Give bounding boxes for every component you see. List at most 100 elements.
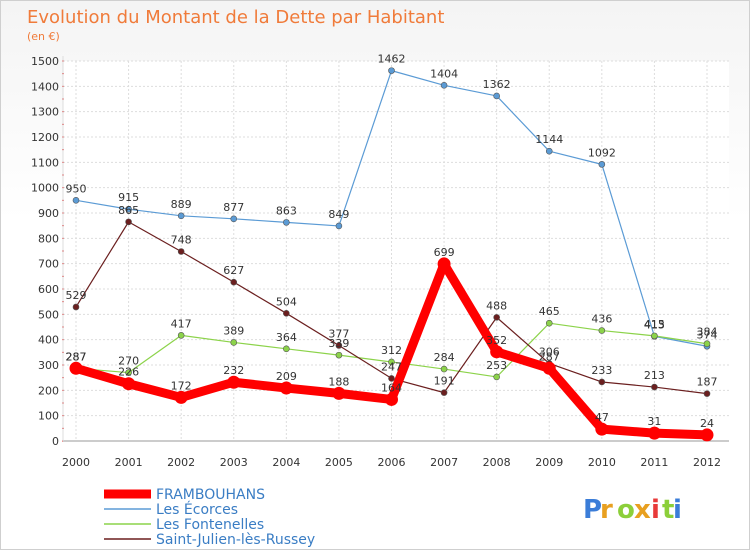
series-point — [542, 361, 556, 375]
series-point — [177, 248, 185, 255]
series-point — [598, 327, 606, 334]
brand-letter: r — [600, 495, 613, 525]
series-point — [335, 222, 343, 230]
brand-letter: x — [634, 495, 651, 525]
y-tick-label: 700 — [38, 258, 59, 271]
series-point — [651, 383, 658, 391]
x-tick-label: 2006 — [378, 456, 406, 469]
data-label: 364 — [276, 331, 297, 344]
series-point — [545, 147, 553, 155]
y-tick-label: 100 — [38, 410, 59, 423]
data-label: 312 — [381, 344, 402, 357]
series-point — [125, 218, 132, 226]
series-point — [647, 426, 661, 440]
y-tick-label: 1000 — [31, 182, 59, 195]
y-tick-label: 1400 — [31, 80, 59, 93]
data-label: 1144 — [535, 133, 563, 146]
data-label: 377 — [328, 327, 349, 340]
series-point — [335, 342, 343, 349]
series-point — [490, 345, 504, 359]
series-point — [703, 340, 711, 348]
data-label: 1404 — [430, 67, 458, 80]
series-point — [440, 365, 448, 373]
series-point — [177, 332, 185, 339]
series-point — [227, 375, 241, 389]
brand-letter: i — [673, 495, 682, 525]
brand-letter: P — [583, 495, 602, 525]
data-label: 247 — [381, 360, 402, 373]
data-label: 436 — [591, 313, 612, 326]
data-label: 699 — [434, 246, 455, 259]
data-label: 889 — [171, 198, 192, 211]
y-tick-label: 500 — [38, 308, 59, 321]
series-point — [388, 375, 395, 382]
data-label: 232 — [223, 364, 244, 377]
data-label: 877 — [223, 201, 244, 214]
data-label: 187 — [697, 376, 718, 389]
data-label: 950 — [66, 182, 87, 195]
data-label: 1092 — [588, 146, 616, 159]
series-point — [651, 332, 658, 340]
x-tick-label: 2001 — [115, 456, 143, 469]
series-point — [388, 358, 395, 366]
x-tick-label: 2008 — [483, 456, 511, 469]
x-tick-label: 2010 — [588, 456, 616, 469]
y-tick-label: 1500 — [31, 55, 59, 68]
series-point — [493, 373, 500, 381]
series-point — [388, 67, 395, 74]
y-tick-label: 1300 — [31, 106, 59, 119]
axes: 0 100 200 300 400 500 600 700 800 900 1000 1100 1200… — [31, 55, 729, 469]
series-point — [493, 92, 500, 100]
series-point — [703, 390, 711, 397]
data-label: 287 — [66, 350, 87, 363]
data-label: 164 — [381, 381, 402, 394]
series-point — [440, 82, 448, 89]
data-label: 1362 — [483, 78, 511, 91]
x-tick-label: 2005 — [325, 456, 353, 469]
data-label: 253 — [486, 359, 507, 372]
series — [69, 67, 714, 442]
data-label: 529 — [66, 289, 87, 302]
series-point — [598, 161, 606, 168]
data-label: 413 — [644, 318, 665, 331]
series-point — [595, 422, 609, 436]
data-label: 849 — [328, 208, 349, 221]
data-label: 915 — [118, 191, 139, 204]
series-point — [72, 303, 80, 311]
series-point — [72, 197, 80, 204]
data-label: 865 — [118, 204, 139, 217]
series-point — [283, 345, 290, 353]
series-point — [598, 378, 606, 386]
legend-label: Les Fontenelles — [156, 517, 264, 533]
data-label: 233 — [591, 364, 612, 377]
chart-title: Evolution du Montant de la Dette par Hab… — [27, 7, 444, 28]
series-point — [283, 219, 290, 226]
data-label: 384 — [697, 326, 718, 339]
data-label: 213 — [644, 369, 665, 382]
data-label: 1462 — [378, 53, 406, 66]
data-label: 226 — [118, 366, 139, 379]
series-point — [279, 381, 293, 395]
x-tick-label: 2002 — [167, 456, 195, 469]
y-tick-label: 300 — [38, 359, 59, 372]
x-tick-label: 2003 — [220, 456, 248, 469]
series-point — [174, 390, 188, 404]
series-point — [69, 361, 83, 375]
brand-letter: o — [617, 495, 635, 525]
y-tick-label: 800 — [38, 232, 59, 245]
data-label: 374 — [697, 328, 718, 341]
data-label: 287 — [539, 350, 560, 363]
data-label: 24 — [700, 417, 714, 430]
series-point — [437, 257, 451, 271]
x-tick-label: 2012 — [693, 456, 721, 469]
chart-subtitle: (en €) — [27, 30, 60, 43]
y-tick-label: 900 — [38, 207, 59, 220]
data-label: 284 — [434, 351, 455, 364]
brand-logo: Pr o x i ti — [583, 495, 682, 525]
data-label: 488 — [486, 299, 507, 312]
series-point — [230, 215, 238, 223]
data-label: 415 — [644, 318, 665, 331]
series-point — [335, 351, 343, 359]
